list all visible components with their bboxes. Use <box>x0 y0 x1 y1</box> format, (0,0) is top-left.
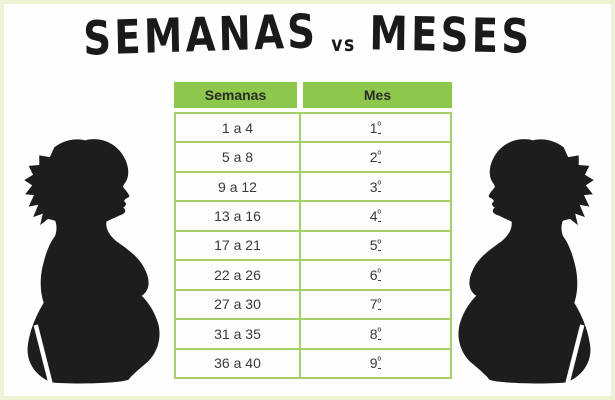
ordinal-mark: º <box>377 179 382 193</box>
page-title: SEMANAS vs MESES <box>59 4 557 66</box>
pregnant-woman-silhouette-right <box>447 120 608 385</box>
weeks-cell: 5 a 8 <box>221 149 254 166</box>
ordinal-mark: º <box>377 297 382 311</box>
ordinal-mark: º <box>377 209 382 222</box>
header-semanas: Semanas <box>174 82 297 108</box>
title-vs: vs <box>331 32 356 56</box>
weeks-cell: 36 a 40 <box>214 355 261 372</box>
weeks-cell: 13 a 16 <box>214 208 261 225</box>
weeks-cell: 22 a 26 <box>214 266 261 283</box>
title-semanas: SEMANAS <box>82 4 319 67</box>
title-meses: MESES <box>368 6 533 65</box>
ordinal-mark: º <box>377 120 382 134</box>
ordinal-mark: º <box>377 238 382 252</box>
weeks-cell: 31 a 35 <box>214 325 261 342</box>
weeks-cell: 1 a 4 <box>221 119 254 136</box>
ordinal-mark: º <box>377 356 382 369</box>
ordinal-mark: º <box>377 326 382 340</box>
weeks-cell: 17 a 21 <box>214 237 261 254</box>
table-header: Semanas Mes <box>174 82 452 108</box>
ordinal-mark: º <box>377 150 382 163</box>
pregnant-woman-silhouette-left <box>10 120 171 385</box>
weeks-cell: 9 a 12 <box>218 178 257 195</box>
ordinal-mark: º <box>377 268 382 281</box>
header-mes: Mes <box>303 82 452 108</box>
weeks-cell: 27 a 30 <box>214 296 261 313</box>
